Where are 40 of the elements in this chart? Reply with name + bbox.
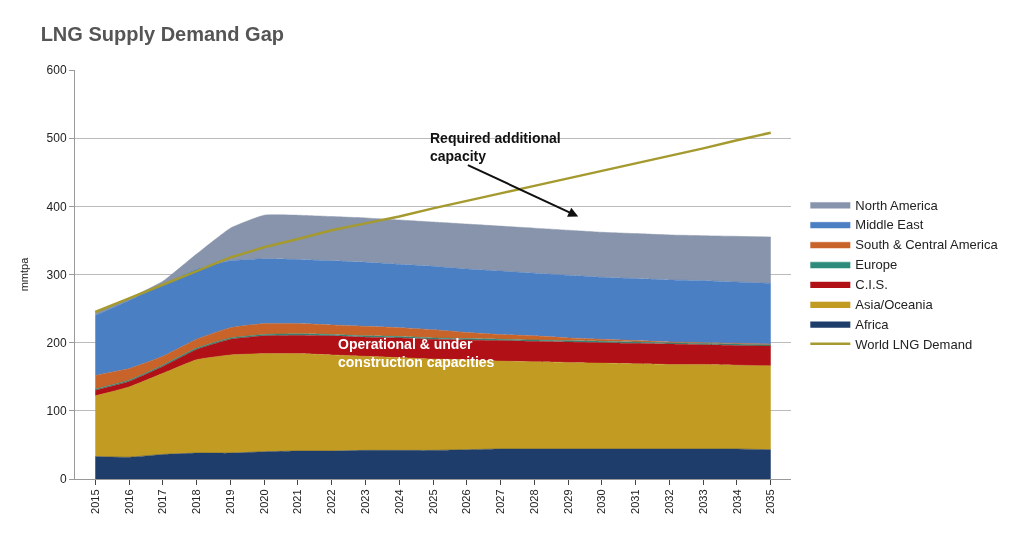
x-tick-label: 2016 <box>122 489 135 514</box>
line-series <box>94 131 772 314</box>
y-tick-label: 400 <box>46 199 67 214</box>
y-tick-label: 600 <box>46 63 67 78</box>
x-tick-label: 2022 <box>325 489 338 514</box>
x-tick-label: 2030 <box>595 489 608 514</box>
y-tick-label: 200 <box>46 335 67 350</box>
legend-label: Africa <box>855 316 890 332</box>
x-tick-label: 2020 <box>257 489 270 514</box>
x-tick-label: 2015 <box>88 489 101 514</box>
y-axis-title: mmtpa <box>18 256 31 292</box>
legend-label: World LNG Demand <box>855 336 973 352</box>
x-tick-label: 2018 <box>190 489 203 514</box>
x-tick-label: 2025 <box>426 489 439 514</box>
x-tick-label: 2019 <box>223 489 236 514</box>
y-tick-label: 500 <box>46 131 67 146</box>
x-tick-label: 2023 <box>359 489 372 514</box>
y-tick-label: 100 <box>46 404 67 419</box>
x-tick-label: 2029 <box>561 489 574 514</box>
x-tick-label: 2024 <box>392 489 405 514</box>
x-tick-label: 2021 <box>291 489 304 514</box>
x-tick-label: 2035 <box>764 489 777 514</box>
x-tick-label: 2032 <box>662 489 675 514</box>
legend-label: North America <box>855 197 939 213</box>
x-tick-label: 2017 <box>156 489 169 514</box>
legend-label: Middle East <box>855 217 924 233</box>
chart-title: LNG Supply Demand Gap <box>40 22 284 45</box>
x-tick-label: 2026 <box>460 489 473 514</box>
y-tick-label: 0 <box>59 472 67 487</box>
x-tick-label: 2033 <box>696 489 709 514</box>
x-tick-label: 2031 <box>629 489 642 514</box>
legend-label: Europe <box>855 257 898 273</box>
legend-label: C.I.S. <box>855 277 888 293</box>
x-tick-label: 2034 <box>730 489 743 514</box>
y-tick-label: 300 <box>46 267 67 282</box>
legend-label: Asia/Oceania <box>855 297 934 313</box>
x-tick-label: 2027 <box>494 489 507 514</box>
x-tick-label: 2028 <box>527 489 540 514</box>
annotation: Required additional capacity <box>430 130 561 165</box>
legend-label: South & Central America <box>855 237 999 253</box>
